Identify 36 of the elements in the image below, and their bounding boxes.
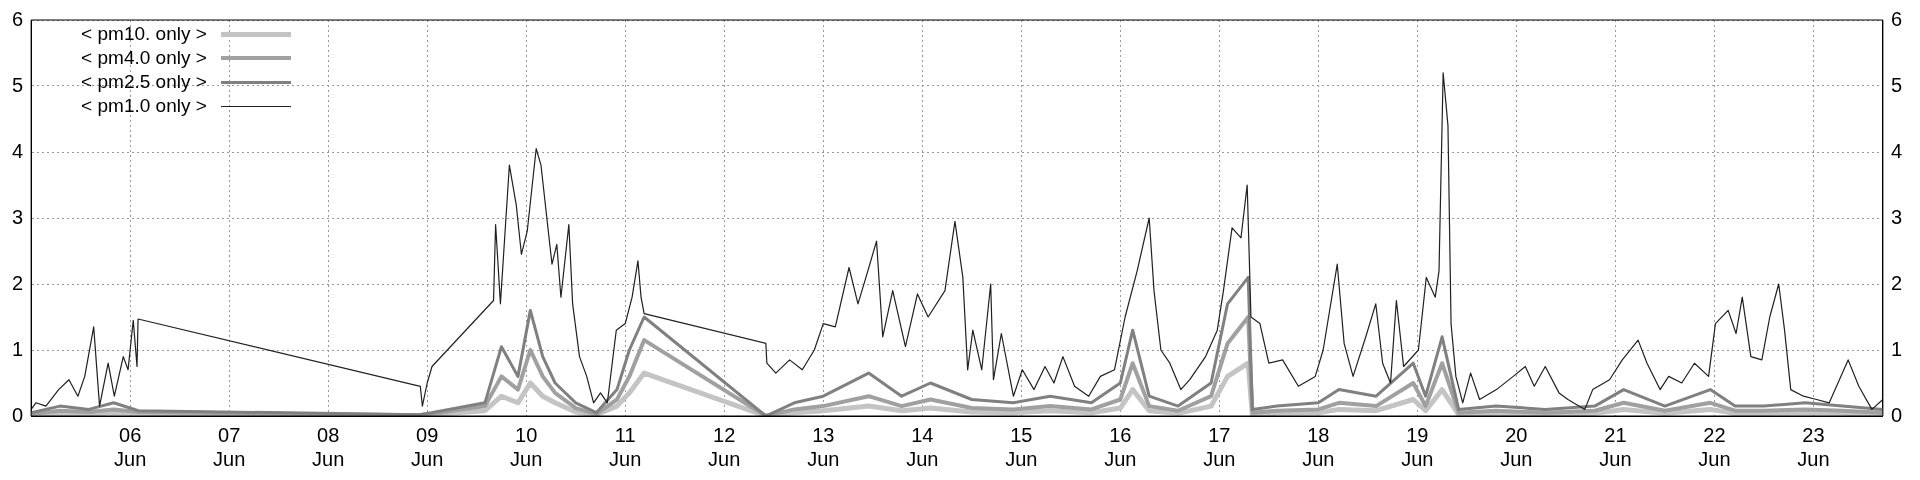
y-tick-label: 4 — [12, 139, 24, 162]
legend-label: < pm1.0 only > — [81, 94, 207, 118]
y2-tick-label: 3 — [1890, 205, 1902, 228]
x-tick-label: 14 Jun — [906, 423, 939, 470]
y2-tick-label: 2 — [1890, 271, 1902, 294]
x-tick-label: 17 Jun — [1203, 423, 1236, 470]
x-tick-label: 07 Jun — [213, 423, 246, 470]
x-tick-label: 23 Jun — [1797, 423, 1830, 470]
x-tick-label: 09 Jun — [411, 423, 444, 470]
legend-label: < pm10. only > — [81, 22, 207, 46]
x-tick-label: 21 Jun — [1599, 423, 1632, 470]
x-tick-label: 08 Jun — [312, 423, 345, 470]
x-tick-label: 20 Jun — [1500, 423, 1533, 470]
x-tick-label: 18 Jun — [1302, 423, 1335, 470]
legend-label: < pm2.5 only > — [81, 70, 207, 94]
x-tick-label: 11 Jun — [609, 423, 642, 470]
x-tick-label: 12 Jun — [708, 423, 741, 470]
y-tick-label: 1 — [12, 337, 24, 360]
y2-tick-label: 6 — [1890, 7, 1902, 30]
x-tick-label: 19 Jun — [1401, 423, 1434, 470]
y2-tick-label: 4 — [1890, 139, 1902, 162]
y2-tick-label: 5 — [1890, 73, 1902, 96]
y2-tick-label: 0 — [1890, 403, 1902, 426]
x-tick-label: 06 Jun — [114, 423, 147, 470]
x-tick-label: 22 Jun — [1698, 423, 1731, 470]
x-tick-label: 15 Jun — [1005, 423, 1038, 470]
y-tick-label: 0 — [12, 403, 24, 426]
y-tick-label: 5 — [12, 73, 24, 96]
y-tick-label: 6 — [12, 7, 24, 30]
y2-tick-label: 1 — [1890, 337, 1902, 360]
legend-label: < pm4.0 only > — [81, 46, 207, 70]
x-tick-label: 13 Jun — [807, 423, 840, 470]
y-tick-label: 2 — [12, 271, 24, 294]
y-tick-label: 3 — [12, 205, 24, 228]
x-tick-label: 16 Jun — [1104, 423, 1137, 470]
x-tick-label: 10 Jun — [510, 423, 543, 470]
